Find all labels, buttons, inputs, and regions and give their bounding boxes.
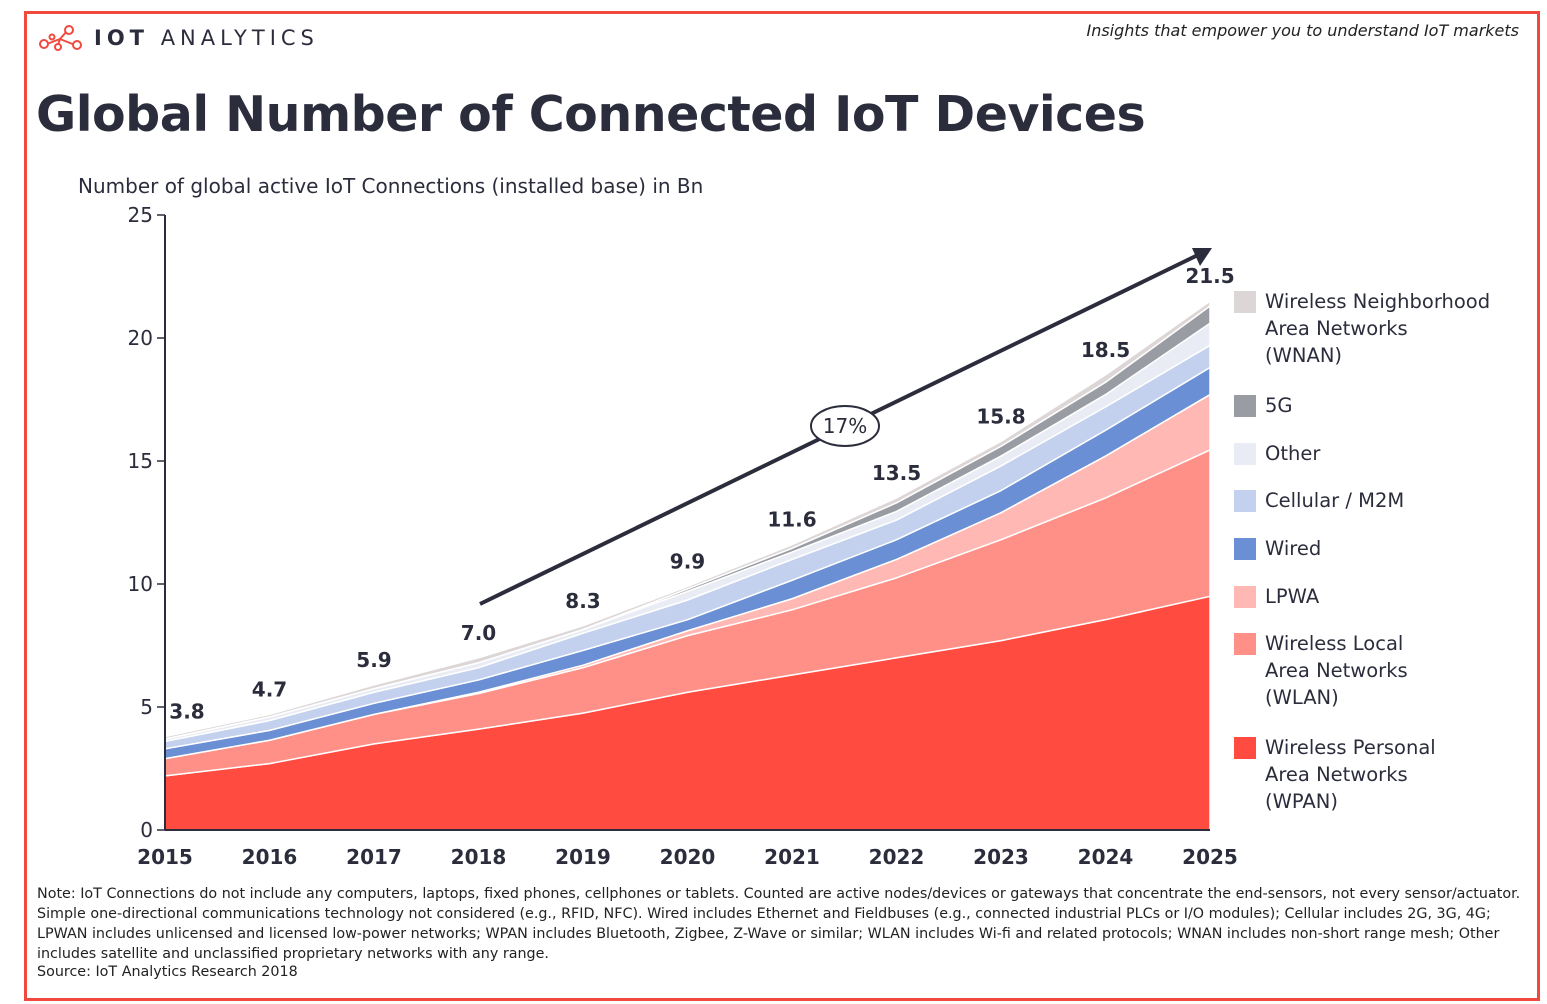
page-title: Global Number of Connected IoT Devices: [36, 86, 1146, 143]
total-label: 21.5: [1185, 264, 1234, 288]
legend-label: 5G: [1265, 394, 1293, 417]
total-label: 4.7: [252, 677, 287, 701]
total-label: 18.5: [1081, 338, 1130, 362]
legend-item: Other: [1234, 442, 1320, 467]
x-tick-label: 2019: [555, 845, 611, 869]
legend-swatch: [1234, 586, 1256, 608]
legend-label: Wireless Neighborhood Area Networks (WNA…: [1265, 290, 1491, 367]
y-tick-label: 10: [128, 572, 153, 596]
x-tick-label: 2023: [973, 845, 1029, 869]
legend-swatch: [1234, 538, 1256, 560]
total-label: 11.6: [767, 508, 816, 532]
legend-swatch: [1234, 737, 1256, 759]
logo-text: ANALYTICS: [160, 26, 319, 50]
footnote: Note: IoT Connections do not include any…: [37, 886, 1521, 962]
legend-swatch: [1234, 633, 1256, 655]
y-tick-label: 0: [140, 818, 153, 842]
legend-item: Wireless Personal Area Networks (WPAN): [1234, 736, 1436, 815]
legend-label: Cellular / M2M: [1265, 489, 1405, 512]
total-label: 9.9: [670, 549, 705, 573]
y-tick-label: 20: [128, 326, 153, 350]
logo: IOT ANALYTICS: [38, 25, 319, 51]
legend-item: 5G: [1234, 394, 1293, 419]
legend-item: LPWA: [1234, 585, 1319, 610]
y-tick-label: 25: [128, 203, 153, 227]
x-tick-label: 2022: [869, 845, 925, 869]
cagr-ellipse: [810, 405, 880, 447]
tagline: Insights that empower you to understand …: [1086, 21, 1519, 40]
legend-label: Other: [1265, 442, 1321, 465]
legend-label: Wireless Personal Area Networks (WPAN): [1265, 736, 1436, 813]
cagr-label: 17%: [823, 414, 867, 438]
x-tick-label: 2021: [764, 845, 820, 869]
legend-item: Cellular / M2M: [1234, 489, 1404, 514]
total-label: 8.3: [565, 589, 600, 613]
y-tick-label: 5: [140, 695, 153, 719]
total-label: 15.8: [976, 404, 1025, 428]
legend-swatch: [1234, 395, 1256, 417]
legend-swatch: [1234, 490, 1256, 512]
legend-item: Wireless Local Area Networks (WLAN): [1234, 632, 1408, 711]
x-tick-label: 2025: [1182, 845, 1238, 869]
x-tick-label: 2016: [242, 845, 298, 869]
source-note: Source: IoT Analytics Research 2018: [37, 964, 298, 980]
legend-swatch: [1234, 291, 1256, 313]
total-label: 7.0: [461, 621, 496, 645]
legend-item: Wireless Neighborhood Area Networks (WNA…: [1234, 290, 1490, 369]
total-label: 13.5: [872, 461, 921, 485]
total-label: 3.8: [169, 700, 204, 724]
legend-swatch: [1234, 443, 1256, 465]
legend-label: Wired: [1265, 537, 1322, 560]
legend-item: Wired: [1234, 537, 1321, 562]
x-tick-label: 2017: [346, 845, 402, 869]
arrow-head-icon: [1192, 248, 1212, 266]
y-tick-label: 15: [128, 449, 153, 473]
chart-subtitle: Number of global active IoT Connections …: [78, 174, 704, 198]
network-nodes-icon: [39, 25, 82, 51]
x-tick-label: 2020: [660, 845, 716, 869]
logo-text-bold: IOT: [94, 26, 149, 50]
x-tick-label: 2018: [451, 845, 507, 869]
total-label: 5.9: [356, 648, 391, 672]
x-tick-label: 2015: [137, 845, 193, 869]
legend-label: Wireless Local Area Networks (WLAN): [1265, 632, 1408, 709]
x-tick-label: 2024: [1078, 845, 1134, 869]
legend-label: LPWA: [1265, 585, 1320, 608]
frame-border: [24, 11, 1540, 1001]
area-series-7: [164, 300, 1211, 740]
